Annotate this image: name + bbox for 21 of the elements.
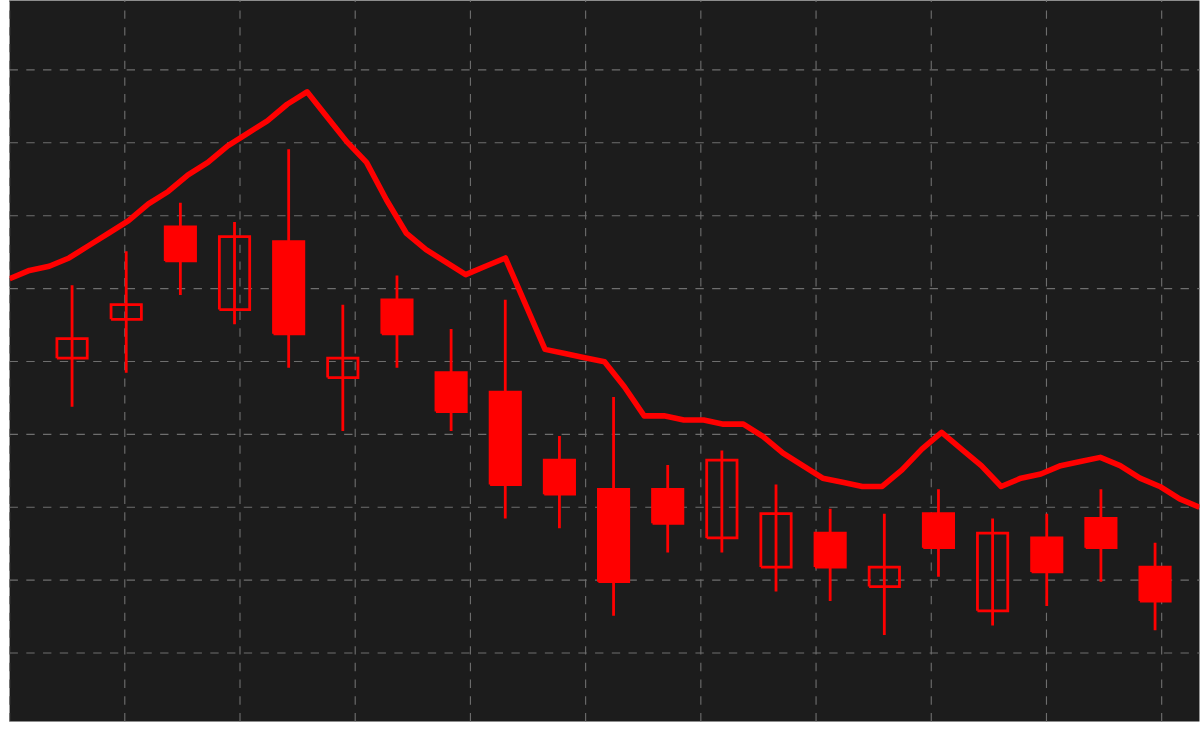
candlestick [1138, 541, 1172, 632]
candlestick [651, 463, 685, 554]
candlestick [488, 298, 522, 520]
candlestick [380, 274, 414, 370]
candlestick [163, 201, 197, 297]
candlestick [597, 395, 631, 618]
candlestick [1030, 512, 1064, 608]
candlestick [867, 512, 901, 637]
candlestick [976, 517, 1010, 627]
candlestick [813, 507, 847, 603]
candlestick [272, 147, 306, 370]
candlestick [217, 220, 252, 326]
candlestick [434, 327, 468, 433]
candlestick [109, 249, 143, 375]
candlestick [921, 487, 956, 579]
candlestick [1084, 487, 1118, 584]
candlestick [542, 434, 576, 530]
candlestick [705, 449, 739, 554]
candlestick [759, 483, 793, 593]
candlestick [55, 283, 89, 409]
candlestick [326, 303, 360, 433]
